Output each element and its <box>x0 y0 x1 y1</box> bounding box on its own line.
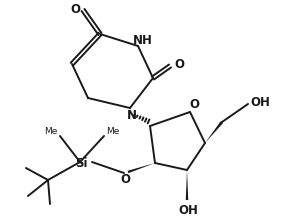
Polygon shape <box>128 163 155 173</box>
Polygon shape <box>205 121 223 143</box>
Text: OH: OH <box>250 95 270 108</box>
Text: Me: Me <box>44 126 58 136</box>
Text: O: O <box>174 57 184 70</box>
Text: Me: Me <box>106 126 120 136</box>
Text: O: O <box>189 97 199 110</box>
Text: O: O <box>120 172 130 185</box>
Text: N: N <box>127 108 137 121</box>
Text: NH: NH <box>133 33 153 46</box>
Polygon shape <box>186 170 188 200</box>
Text: O: O <box>70 2 80 15</box>
Text: OH: OH <box>178 204 198 216</box>
Text: Si: Si <box>75 156 87 169</box>
